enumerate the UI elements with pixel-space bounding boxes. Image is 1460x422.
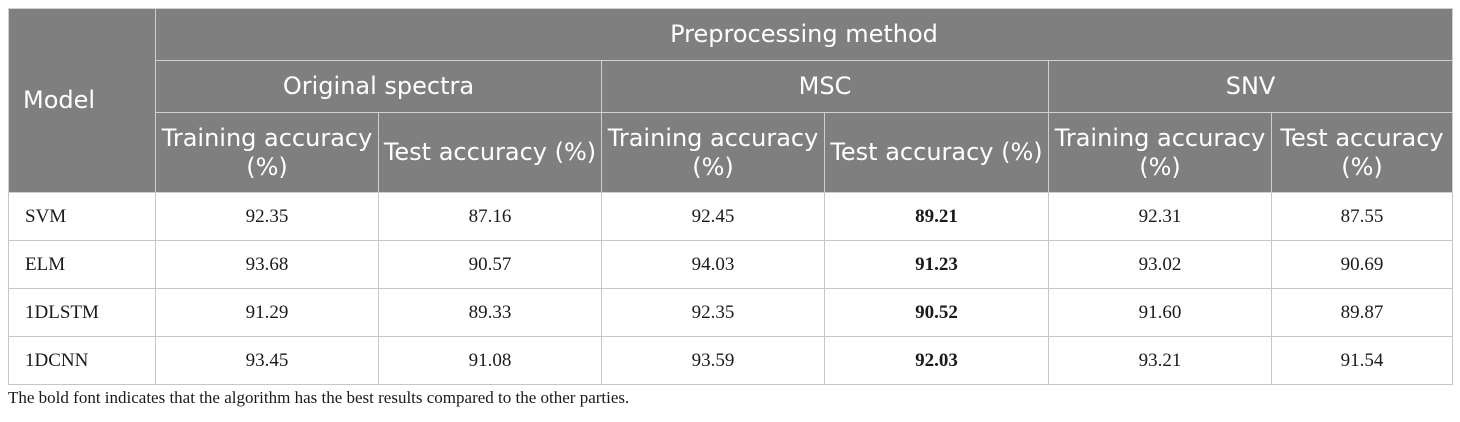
- table-row: 1DCNN 93.45 91.08 93.59 92.03 93.21 91.5…: [8, 336, 1454, 385]
- header-row-group: Model Preprocessing method: [8, 8, 1454, 193]
- value-cell: 92.35: [601, 288, 825, 337]
- metric-header-msc-training: Training accuracy (%): [601, 112, 825, 193]
- value-cell: 90.57: [378, 240, 602, 289]
- best-value-cell: 92.03: [824, 336, 1049, 385]
- best-value-cell: 90.52: [824, 288, 1049, 337]
- metric-header-original-training: Training accuracy (%): [155, 112, 379, 193]
- value-cell: 93.45: [155, 336, 379, 385]
- method-header-msc: MSC: [601, 60, 1049, 113]
- value-cell: 89.87: [1270, 288, 1454, 337]
- model-column-header: Model: [8, 8, 156, 193]
- metric-header-snv-training: Training accuracy (%): [1048, 112, 1272, 193]
- value-cell: 92.45: [601, 192, 825, 241]
- value-cell: 92.31: [1048, 192, 1272, 241]
- table-row: ELM 93.68 90.57 94.03 91.23 93.02 90.69: [8, 240, 1454, 289]
- model-name-cell: ELM: [8, 240, 156, 289]
- preprocessing-method-header: Preprocessing method: [154, 8, 1454, 61]
- value-cell: 87.55: [1270, 192, 1454, 241]
- best-value-cell: 89.21: [824, 192, 1049, 241]
- value-cell: 93.68: [155, 240, 379, 289]
- metric-header-snv-test: Test accuracy (%): [1270, 112, 1454, 193]
- value-cell: 94.03: [601, 240, 825, 289]
- best-value-cell: 91.23: [824, 240, 1049, 289]
- value-cell: 92.35: [155, 192, 379, 241]
- table-row: SVM 92.35 87.16 92.45 89.21 92.31 87.55: [8, 192, 1454, 241]
- value-cell: 91.54: [1270, 336, 1454, 385]
- value-cell: 91.60: [1048, 288, 1272, 337]
- model-name-cell: SVM: [8, 192, 156, 241]
- value-cell: 87.16: [378, 192, 602, 241]
- value-cell: 93.21: [1048, 336, 1272, 385]
- method-header-snv: SNV: [1047, 60, 1454, 113]
- value-cell: 93.59: [601, 336, 825, 385]
- model-name-cell: 1DCNN: [8, 336, 156, 385]
- value-cell: 91.29: [155, 288, 379, 337]
- header-row-methods: Original spectra MSC SNV: [9, 60, 1454, 113]
- method-header-original-spectra: Original spectra: [155, 60, 602, 113]
- model-name-cell: 1DLSTM: [8, 288, 156, 337]
- value-cell: 93.02: [1048, 240, 1272, 289]
- table-footnote: The bold font indicates that the algorit…: [8, 388, 630, 407]
- table-row: 1DLSTM 91.29 89.33 92.35 90.52 91.60 89.…: [8, 288, 1454, 337]
- results-table: Model Preprocessing method Original spec…: [8, 8, 1454, 385]
- header-row-metrics: Training accuracy (%) Test accuracy (%) …: [9, 112, 1454, 193]
- value-cell: 91.08: [378, 336, 602, 385]
- metric-header-original-test: Test accuracy (%): [378, 112, 602, 193]
- value-cell: 90.69: [1270, 240, 1454, 289]
- metric-header-msc-test: Test accuracy (%): [824, 112, 1049, 193]
- value-cell: 89.33: [378, 288, 602, 337]
